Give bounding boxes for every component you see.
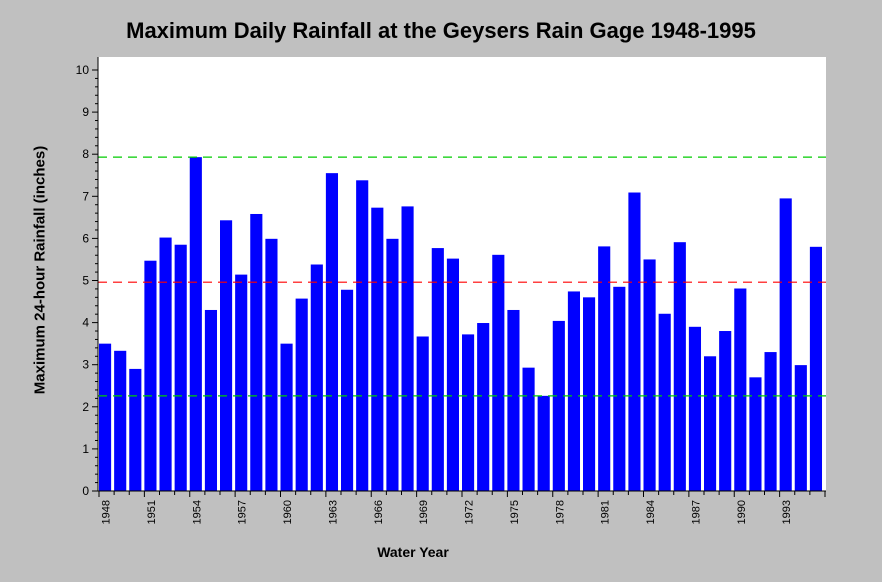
bar-1961 xyxy=(295,298,308,491)
bar-1962 xyxy=(310,264,323,491)
x-tick-label-1954: 1954 xyxy=(191,500,203,524)
y-tick-label-4: 4 xyxy=(82,316,89,330)
x-tick-label-1981: 1981 xyxy=(600,500,612,524)
bar-1967 xyxy=(386,238,399,491)
x-tick-label-1960: 1960 xyxy=(282,500,294,524)
x-tick-label-1948: 1948 xyxy=(101,500,113,524)
bar-1989 xyxy=(719,331,732,491)
bar-1950 xyxy=(129,368,142,491)
bar-1959 xyxy=(265,238,278,491)
bar-1979 xyxy=(567,291,581,491)
bar-1952 xyxy=(159,237,172,491)
bar-1982 xyxy=(613,286,626,491)
x-tick-label-1951: 1951 xyxy=(146,500,158,524)
y-tick-label-9: 9 xyxy=(82,105,89,119)
x-tick-label-1990: 1990 xyxy=(736,500,748,524)
bar-1972 xyxy=(462,334,475,491)
bar-1990 xyxy=(734,288,747,491)
bar-1957 xyxy=(235,274,248,491)
bar-1985 xyxy=(658,313,671,491)
bar-1984 xyxy=(643,259,656,491)
y-tick-label-7: 7 xyxy=(82,189,89,203)
x-tick-label-1987: 1987 xyxy=(690,500,702,524)
bar-1951 xyxy=(144,260,157,491)
bar-1956 xyxy=(220,220,233,492)
bar-1970 xyxy=(431,248,444,491)
x-tick-label-1993: 1993 xyxy=(781,500,793,524)
y-tick-label-8: 8 xyxy=(82,147,89,161)
bar-1995 xyxy=(809,246,823,491)
y-tick-label-1: 1 xyxy=(82,442,89,456)
y-tick-label-3: 3 xyxy=(82,358,89,372)
bar-1965 xyxy=(356,180,369,492)
bar-1987 xyxy=(688,326,702,491)
bar-1980 xyxy=(583,297,596,491)
bar-1953 xyxy=(174,244,187,491)
x-tick-label-1957: 1957 xyxy=(237,500,249,524)
x-tick-label-1975: 1975 xyxy=(509,500,521,524)
x-tick-label-1978: 1978 xyxy=(554,500,566,524)
x-axis-label-wrap: Water Year xyxy=(0,544,826,560)
x-tick-label-1963: 1963 xyxy=(327,500,339,524)
bar-1988 xyxy=(704,356,717,491)
y-tick-label-5: 5 xyxy=(82,274,89,288)
bar-1963 xyxy=(325,173,339,491)
bar-1974 xyxy=(492,254,505,491)
bar-1973 xyxy=(477,323,490,491)
bar-1955 xyxy=(204,309,218,491)
chart-title: Maximum Daily Rainfall at the Geysers Ra… xyxy=(126,18,756,43)
bar-1948 xyxy=(99,343,112,491)
bar-1986 xyxy=(673,242,686,491)
bar-1975 xyxy=(507,309,520,491)
bar-1981 xyxy=(598,246,611,491)
x-tick-label-1972: 1972 xyxy=(464,500,476,524)
bar-1993 xyxy=(779,198,792,491)
bar-1976 xyxy=(522,367,535,491)
bar-1971 xyxy=(446,258,460,491)
x-tick-label-1984: 1984 xyxy=(645,500,657,524)
bar-1968 xyxy=(401,206,414,491)
bar-1991 xyxy=(749,377,762,491)
y-axis-label: Maximum 24-hour Rainfall (inches) xyxy=(31,145,49,395)
x-axis-label: Water Year xyxy=(377,544,449,560)
bar-1958 xyxy=(250,213,263,492)
bar-1983 xyxy=(628,192,641,491)
y-tick-label-10: 10 xyxy=(76,63,90,77)
bar-1964 xyxy=(341,289,354,491)
x-tick-label-1969: 1969 xyxy=(418,500,430,524)
y-tick-label-6: 6 xyxy=(82,231,89,245)
y-tick-label-0: 0 xyxy=(82,484,89,498)
x-tick-label-1966: 1966 xyxy=(373,500,385,524)
bar-1969 xyxy=(416,336,429,491)
bar-1992 xyxy=(764,352,777,491)
y-tick-label-2: 2 xyxy=(82,400,89,414)
bar-1978 xyxy=(552,320,565,491)
bar-1966 xyxy=(371,207,384,492)
bar-1994 xyxy=(794,365,807,491)
bar-1954 xyxy=(189,157,202,491)
bar-1960 xyxy=(280,343,293,491)
bar-1977 xyxy=(537,395,550,491)
bar-1949 xyxy=(114,350,127,491)
